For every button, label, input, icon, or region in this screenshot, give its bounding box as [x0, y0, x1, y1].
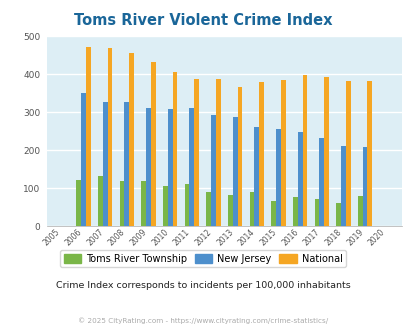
Bar — [237, 87, 242, 226]
Bar — [163, 186, 167, 226]
Bar — [254, 127, 258, 226]
Bar — [357, 196, 362, 226]
Bar — [102, 102, 107, 226]
Text: © 2025 CityRating.com - https://www.cityrating.com/crime-statistics/: © 2025 CityRating.com - https://www.city… — [78, 317, 327, 324]
Text: Crime Index corresponds to incidents per 100,000 inhabitants: Crime Index corresponds to incidents per… — [55, 281, 350, 290]
Bar — [184, 183, 189, 226]
Bar — [362, 147, 367, 226]
Legend: Toms River Township, New Jersey, National: Toms River Township, New Jersey, Nationa… — [60, 249, 345, 267]
Bar — [335, 203, 340, 226]
Bar — [146, 108, 151, 226]
Bar — [81, 93, 86, 226]
Bar — [211, 115, 215, 226]
Bar — [340, 146, 345, 226]
Bar — [194, 79, 198, 226]
Bar — [206, 192, 211, 226]
Bar — [124, 102, 129, 226]
Bar — [107, 49, 112, 226]
Bar — [345, 82, 350, 226]
Bar — [141, 181, 146, 226]
Bar — [129, 52, 134, 226]
Bar — [228, 195, 232, 226]
Bar — [302, 75, 307, 226]
Bar — [86, 47, 90, 226]
Bar — [314, 199, 319, 226]
Bar — [258, 82, 263, 226]
Bar — [319, 138, 323, 226]
Bar — [189, 108, 194, 226]
Bar — [271, 201, 275, 226]
Bar — [76, 180, 81, 226]
Bar — [280, 80, 285, 226]
Bar — [323, 77, 328, 226]
Bar — [275, 128, 280, 226]
Bar — [172, 72, 177, 226]
Bar — [151, 62, 155, 226]
Bar — [232, 117, 237, 226]
Bar — [249, 192, 254, 226]
Bar — [215, 79, 220, 226]
Text: Toms River Violent Crime Index: Toms River Violent Crime Index — [74, 13, 331, 28]
Bar — [292, 197, 297, 226]
Bar — [167, 109, 172, 226]
Bar — [297, 132, 302, 226]
Bar — [119, 181, 124, 226]
Bar — [98, 176, 102, 226]
Bar — [367, 82, 371, 226]
